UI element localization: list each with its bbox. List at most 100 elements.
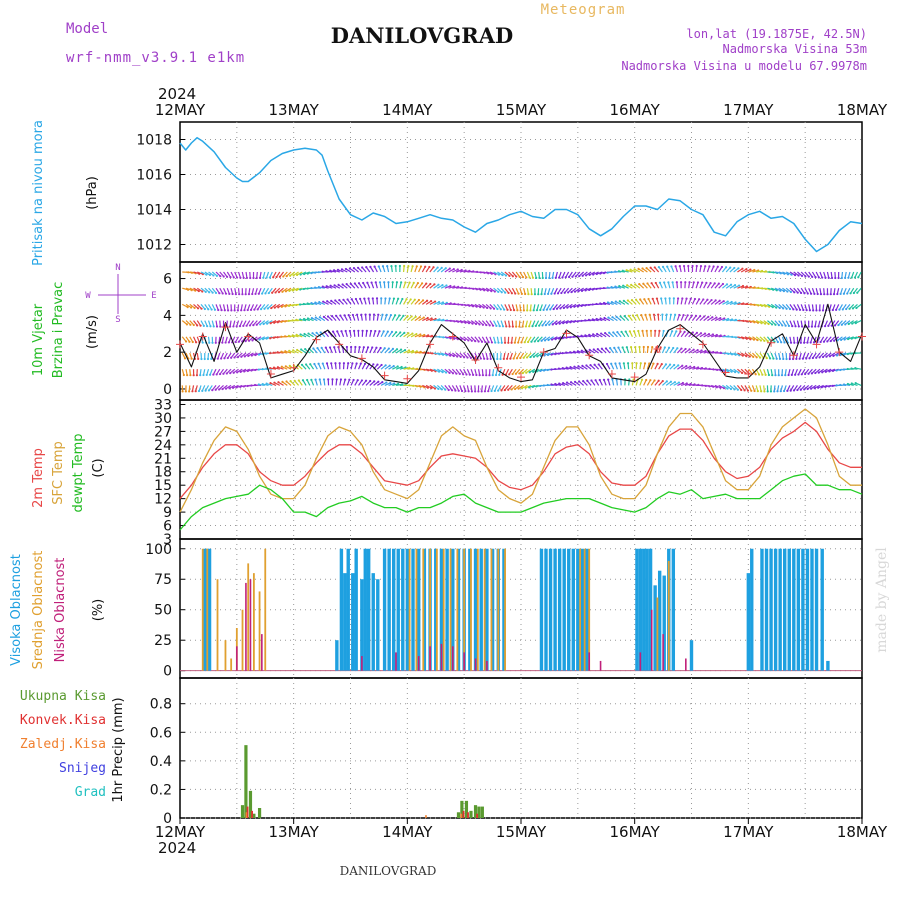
cloud-high-bar — [485, 548, 489, 671]
wind-arrow-head — [331, 330, 335, 333]
wind-arrow-head — [211, 341, 214, 344]
wind-arrow-head — [826, 340, 829, 343]
wind-arrow-head — [799, 388, 802, 391]
wind-arrow-head — [524, 292, 527, 296]
wind-arrow-head — [394, 264, 397, 268]
wind-arrow-head — [681, 364, 684, 367]
wind-arrow-head — [196, 307, 200, 310]
wind-arrow-head — [660, 297, 663, 300]
wind-arrow-head — [389, 313, 393, 317]
gust-marker — [744, 370, 753, 379]
wind-arrow-head — [356, 313, 359, 316]
wind-arrow-head — [522, 356, 525, 359]
wind-arrow-head — [361, 266, 364, 269]
wind-arrow-head — [821, 355, 825, 359]
wind-arrow-head — [219, 275, 222, 278]
wind-arrow-head — [252, 276, 255, 280]
cloud-high-bar — [371, 573, 375, 671]
ytick-label: 0.6 — [150, 725, 172, 741]
wind-arrow-head — [798, 357, 801, 360]
wind-arrow-head — [444, 267, 447, 270]
wind-arrow-head — [684, 281, 687, 284]
wind-arrow-head — [634, 345, 637, 349]
wind-arrow-head — [357, 282, 361, 285]
wind-arrow-head — [523, 341, 526, 344]
wind-arrow-head — [407, 332, 410, 335]
wind-arrow-head — [340, 268, 344, 271]
cloud-high-bar — [826, 660, 830, 671]
wind-arrow-head — [353, 282, 356, 285]
wind-arrow-head — [649, 266, 652, 269]
wind-arrow-head — [208, 373, 212, 376]
gust-marker — [858, 332, 866, 341]
cloud-high-bar — [473, 548, 478, 671]
pressure-ylabel: Pritisak na nivou mora — [31, 120, 46, 266]
wind-arrow-head — [521, 276, 525, 279]
wind-arrow-head — [285, 275, 288, 278]
wind-arrow-head — [384, 364, 387, 367]
wind-arrow-head — [685, 382, 688, 385]
wind-arrow-head — [854, 322, 857, 325]
wind-arrow-head — [823, 293, 826, 296]
wind-arrow-head — [416, 281, 420, 285]
wind-arrow-head — [756, 390, 759, 393]
wind-arrow-head — [741, 284, 745, 288]
wind-arrow-head — [474, 322, 478, 326]
wind-arrow-head — [295, 318, 298, 322]
cloud-low-bar — [685, 658, 687, 671]
wind-arrow-head — [787, 373, 790, 377]
cloud-low-bar — [474, 658, 477, 671]
wind-arrow-head — [776, 340, 779, 344]
wind-arrow-head — [679, 281, 683, 284]
wind-arrow-head — [755, 356, 758, 359]
wind-arrow-head — [806, 341, 809, 344]
wind-arrow-head — [527, 293, 530, 296]
wind-arrow-head — [572, 335, 575, 338]
wind-arrow-head — [599, 272, 602, 275]
wind-arrow-head — [246, 308, 249, 312]
wind-arrow-head — [381, 313, 384, 316]
wind-arrow-head — [333, 346, 336, 349]
wind-arrow-head — [318, 316, 321, 319]
wind-arrow-head — [520, 292, 523, 295]
wind-arrow-head — [855, 306, 858, 310]
wind-arrow-head — [830, 324, 833, 327]
wind-arrow-head — [225, 372, 228, 375]
wind-arrow-head — [244, 293, 247, 296]
wind-arrow-head — [531, 276, 535, 279]
wind-arrow-head — [677, 381, 681, 384]
wind-arrow-head — [819, 293, 823, 296]
cloud-high-bar — [792, 548, 796, 671]
wind-arrow-head — [674, 265, 677, 268]
wind-arrow-head — [296, 348, 299, 352]
wind-arrow-head — [787, 324, 791, 328]
wind-arrow-head — [595, 272, 598, 276]
wind-arrow-head — [366, 281, 369, 284]
wind-arrow-head — [441, 301, 445, 304]
wind-arrow-head — [715, 316, 718, 319]
wind-arrow-head — [798, 308, 802, 311]
wind-arrow-head — [795, 308, 798, 311]
wind-arrow-head — [244, 340, 247, 343]
wind-arrow-head — [466, 356, 469, 359]
top-date-label: 14MAY — [382, 101, 433, 119]
wind-arrow-head — [231, 292, 234, 296]
wind-arrow-head — [745, 355, 748, 358]
wind-arrow-head — [854, 337, 857, 340]
wind-arrow-head — [349, 282, 352, 285]
wind-arrow-head — [857, 276, 860, 279]
wind-arrow-head — [839, 292, 842, 296]
wind-arrow-head — [270, 306, 273, 310]
wind-arrow-head — [302, 302, 305, 306]
wind-arrow-head — [232, 371, 235, 374]
wind-arrow-head — [320, 346, 323, 349]
wind-arrow-head — [232, 276, 235, 279]
wind-arrow-head — [638, 283, 641, 286]
wind-arrow-head — [817, 325, 820, 328]
cloud-high-bar — [411, 548, 415, 671]
wind-arrow-head — [314, 316, 317, 319]
wind-arrow-head — [761, 373, 764, 376]
wind-arrow-head — [565, 381, 569, 384]
wind-arrow-head — [212, 373, 215, 376]
wind-arrow-head — [449, 284, 452, 288]
